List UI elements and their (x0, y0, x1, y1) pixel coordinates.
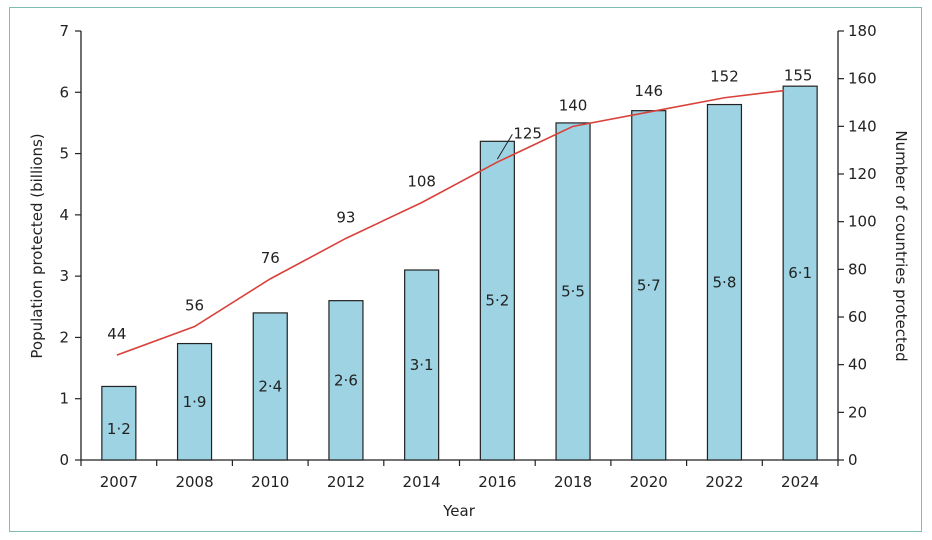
labels: 1·2 1·9 2·4 2·6 3·1 5·2 5·5 5·7 5·8 6·1 44 56 76 93 10… (107, 67, 813, 439)
y-tick-label: 6 (59, 83, 69, 101)
bar (101, 385, 137, 461)
y2-tick-label: 100 (848, 213, 877, 231)
x-tick-label: 2012 (327, 473, 365, 491)
countries-value-label: 152 (710, 68, 739, 86)
x-tick-label: 2024 (781, 473, 819, 491)
x-tick-label: 2018 (554, 473, 592, 491)
bars (101, 85, 818, 461)
x-tick-label: 2010 (251, 473, 289, 491)
bar-value-label: 5·5 (561, 282, 585, 300)
x-axis-title: Year (442, 502, 476, 520)
y2-tick-label: 80 (848, 260, 867, 278)
leader-line (496, 134, 513, 160)
bar-value-label: 5·8 (713, 273, 737, 291)
countries-value-label: 56 (185, 297, 204, 315)
countries-value-label: 108 (407, 173, 436, 191)
y-tick-label: 3 (59, 267, 69, 285)
x-tick-label: 2014 (403, 473, 441, 491)
bar (328, 300, 364, 461)
bar-value-label: 6·1 (788, 264, 812, 282)
y2-tick-label: 180 (848, 22, 877, 40)
x-tick-label: 2020 (630, 473, 668, 491)
countries-line (116, 89, 785, 356)
bar (176, 342, 213, 461)
countries-line-path (116, 89, 785, 356)
countries-value-label: 76 (261, 249, 280, 267)
y-tick-label: 2 (59, 328, 69, 346)
bar (782, 85, 818, 461)
y-tick-label: 0 (59, 451, 69, 469)
bar-value-label: 2·6 (334, 371, 358, 389)
bar (404, 269, 440, 461)
countries-value-label: 125 (513, 124, 542, 142)
y2-axis-title: Number of countries protected (892, 130, 910, 361)
y2-tick-label: 20 (848, 403, 867, 421)
y2-tick-label: 60 (848, 308, 867, 326)
countries-value-label: 44 (107, 325, 126, 343)
bar-value-label: 1·2 (107, 420, 131, 438)
countries-value-label: 93 (336, 208, 355, 226)
chart-frame (9, 7, 922, 532)
y2-tick-label: 0 (848, 451, 858, 469)
bar-value-label: 3·1 (410, 356, 434, 374)
bar-value-label: 1·9 (183, 393, 207, 411)
y2-tick-label: 160 (848, 70, 877, 88)
bar-value-label: 2·4 (258, 377, 282, 395)
y-tick-label: 5 (59, 145, 69, 163)
bar (706, 103, 743, 461)
bar (555, 122, 591, 461)
countries-value-label: 146 (634, 82, 663, 100)
countries-value-label: 155 (784, 67, 813, 85)
y-tick-label: 7 (59, 22, 69, 40)
y2-tick-label: 40 (848, 356, 867, 374)
x-tick-label: 2016 (478, 473, 516, 491)
bar (631, 110, 667, 461)
x-tick-label: 2007 (100, 473, 138, 491)
bar (252, 312, 288, 461)
bar-value-label: 5·7 (637, 276, 661, 294)
y-tick-label: 4 (59, 206, 69, 224)
x-tick-label: 2008 (175, 473, 213, 491)
y2-tick-label: 120 (848, 165, 877, 183)
x-tick-label: 2022 (705, 473, 743, 491)
bar-value-label: 5·2 (485, 292, 509, 310)
y-axis-title: Population protected (billions) (28, 133, 46, 358)
y2-tick-label: 140 (848, 117, 877, 135)
countries-value-label: 140 (559, 96, 588, 114)
bar (479, 140, 515, 461)
y-tick-label: 1 (59, 390, 69, 408)
